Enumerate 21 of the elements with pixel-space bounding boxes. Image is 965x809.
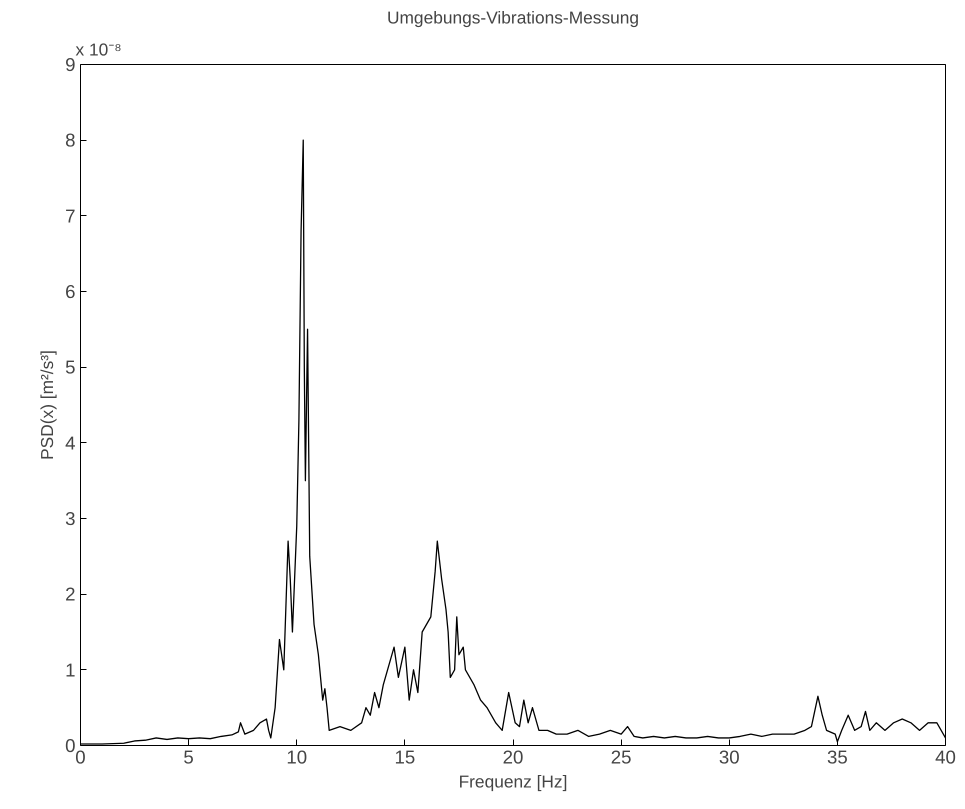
x-tick-label: 10 [286,746,308,768]
y-tick-label: 6 [65,281,76,302]
y-tick-label: 4 [65,432,76,454]
y-tick-label: 9 [65,54,76,75]
x-tick-label: 35 [827,746,848,768]
y-tick-label: 2 [65,584,76,605]
x-tick-label: 30 [718,746,740,768]
y-tick-label: 1 [65,659,76,680]
y-tick-label: 3 [65,508,76,529]
y-tick-label: 8 [65,130,76,151]
x-axis-title: Frequenz [Hz] [458,772,568,792]
y-tick-label: 5 [65,356,76,378]
x-tick-label: 20 [502,746,524,768]
y-axis-title: PSD(x) [m²/s³] [37,350,58,460]
x-tick-label: 25 [610,746,632,768]
chart-title: Umgebungs-Vibrations-Messung [386,8,640,28]
y-tick-label: 7 [65,205,76,226]
x-tick-label: 5 [183,746,194,768]
x-tick-label: 40 [935,746,956,768]
text: x 10⁻⁸ [76,40,122,60]
x-tick-label: 15 [394,746,416,768]
